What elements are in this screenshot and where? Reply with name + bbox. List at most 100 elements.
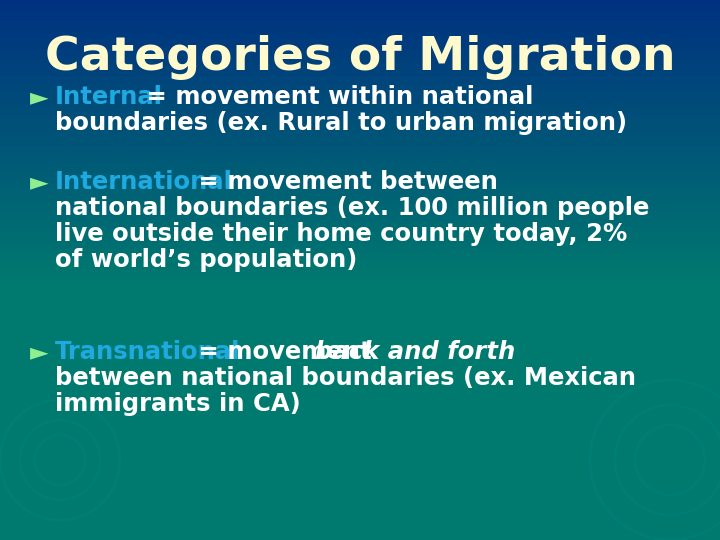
Bar: [0, 307, 720, 313]
Bar: [0, 145, 720, 151]
Bar: [0, 64, 720, 70]
Bar: [0, 474, 720, 481]
Text: between national boundaries (ex. Mexican: between national boundaries (ex. Mexican: [55, 366, 636, 390]
Bar: [0, 129, 720, 135]
Bar: [0, 453, 720, 459]
Bar: [0, 485, 720, 491]
Bar: [0, 188, 720, 194]
Bar: [0, 393, 720, 400]
Bar: [0, 517, 720, 524]
Bar: [0, 447, 720, 454]
Bar: [0, 345, 720, 351]
Bar: [0, 350, 720, 356]
Bar: [0, 199, 720, 205]
Bar: [0, 334, 720, 340]
Bar: [0, 258, 720, 265]
Bar: [0, 161, 720, 167]
Bar: [0, 269, 720, 275]
Bar: [0, 426, 720, 432]
Bar: [0, 69, 720, 76]
Bar: [0, 372, 720, 378]
Bar: [0, 436, 720, 443]
Bar: [0, 193, 720, 200]
Bar: [0, 10, 720, 16]
Bar: [0, 388, 720, 394]
Bar: [0, 166, 720, 173]
Bar: [0, 431, 720, 437]
Bar: [0, 220, 720, 227]
Bar: [0, 291, 720, 297]
Text: = movement: = movement: [190, 340, 380, 364]
Bar: [0, 253, 720, 259]
Text: ►: ►: [30, 340, 49, 364]
Bar: [0, 112, 720, 119]
Bar: [0, 91, 720, 97]
Text: Transnational: Transnational: [55, 340, 240, 364]
Bar: [0, 177, 720, 184]
Bar: [0, 107, 720, 113]
Bar: [0, 318, 720, 324]
Bar: [0, 96, 720, 103]
Bar: [0, 80, 720, 86]
Text: boundaries (ex. Rural to urban migration): boundaries (ex. Rural to urban migration…: [55, 111, 627, 135]
Bar: [0, 123, 720, 130]
Bar: [0, 312, 720, 319]
Bar: [0, 339, 720, 346]
Bar: [0, 296, 720, 302]
Bar: [0, 496, 720, 502]
Bar: [0, 21, 720, 27]
Bar: [0, 31, 720, 38]
Text: ►: ►: [30, 85, 49, 109]
Bar: [0, 15, 720, 22]
Bar: [0, 150, 720, 157]
Bar: [0, 377, 720, 383]
Text: live outside their home country today, 2%: live outside their home country today, 2…: [55, 222, 627, 246]
Bar: [0, 242, 720, 248]
Bar: [0, 75, 720, 81]
Text: ►: ►: [30, 170, 49, 194]
Bar: [0, 139, 720, 146]
Bar: [0, 58, 720, 65]
Text: International: International: [55, 170, 233, 194]
Bar: [0, 420, 720, 427]
Bar: [0, 210, 720, 216]
Bar: [0, 355, 720, 362]
Text: back and forth: back and forth: [315, 340, 516, 364]
Bar: [0, 404, 720, 410]
Bar: [0, 285, 720, 292]
Bar: [0, 323, 720, 329]
Bar: [0, 480, 720, 486]
Bar: [0, 247, 720, 254]
Text: immigrants in CA): immigrants in CA): [55, 392, 301, 416]
Bar: [0, 204, 720, 211]
Text: = movement within national: = movement within national: [138, 85, 534, 109]
Text: Categories of Migration: Categories of Migration: [45, 35, 675, 80]
Bar: [0, 172, 720, 178]
Bar: [0, 442, 720, 448]
Text: = movement between: = movement between: [190, 170, 498, 194]
Bar: [0, 528, 720, 535]
Bar: [0, 523, 720, 529]
Bar: [0, 0, 720, 5]
Bar: [0, 409, 720, 416]
Bar: [0, 512, 720, 518]
Bar: [0, 48, 720, 54]
Bar: [0, 361, 720, 367]
Bar: [0, 231, 720, 238]
Bar: [0, 118, 720, 124]
Bar: [0, 399, 720, 405]
Text: of world’s population): of world’s population): [55, 248, 357, 272]
Bar: [0, 53, 720, 59]
Bar: [0, 328, 720, 335]
Bar: [0, 37, 720, 43]
Bar: [0, 507, 720, 513]
Bar: [0, 280, 720, 286]
Bar: [0, 490, 720, 497]
Text: national boundaries (ex. 100 million people: national boundaries (ex. 100 million peo…: [55, 196, 649, 220]
Bar: [0, 469, 720, 475]
Bar: [0, 85, 720, 92]
Bar: [0, 215, 720, 221]
Bar: [0, 458, 720, 464]
Bar: [0, 156, 720, 162]
Bar: [0, 382, 720, 389]
